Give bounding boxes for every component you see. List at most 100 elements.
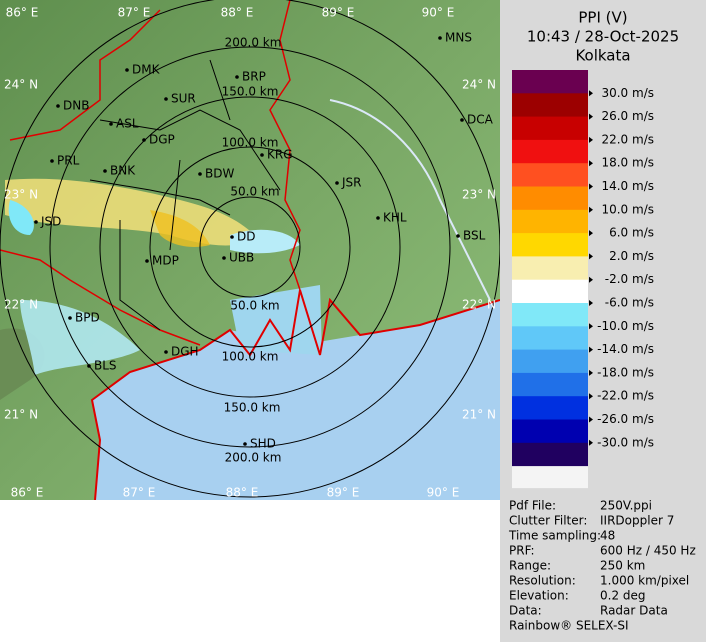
city-dot — [87, 364, 91, 368]
city-dot — [198, 172, 202, 176]
scale-label: 18.0 m/s — [601, 156, 654, 170]
info-value: 48 — [600, 529, 615, 543]
longitude-label: 89° E — [327, 486, 360, 500]
city-dot — [125, 68, 129, 72]
info-value: IIRDoppler 7 — [600, 514, 674, 528]
city-dot — [164, 97, 168, 101]
range-label: 200.0 km — [225, 451, 282, 465]
city-dot — [34, 220, 38, 224]
longitude-label: 90° E — [427, 486, 460, 500]
scale-label: 14.0 m/s — [601, 179, 654, 193]
color-swatch — [512, 372, 588, 397]
scale-label: 26.0 m/s — [601, 109, 654, 123]
color-swatch — [512, 419, 588, 444]
color-swatch-dither — [512, 466, 588, 489]
city-label: KHL — [383, 211, 407, 225]
info-key: Elevation: — [509, 589, 569, 603]
info-key: PRF: — [509, 544, 535, 558]
color-swatch — [512, 349, 588, 374]
info-key: Clutter Filter: — [509, 514, 587, 528]
latitude-label: 23° N — [4, 188, 38, 202]
longitude-label: 90° E — [422, 6, 455, 20]
color-swatch — [512, 93, 588, 118]
city-dot — [142, 138, 146, 142]
city-label: PRL — [57, 154, 80, 168]
city-label: SHD — [250, 437, 276, 451]
scale-label: 6.0 m/s — [609, 226, 654, 240]
city-dot — [109, 122, 113, 126]
scale-label: -14.0 m/s — [597, 342, 654, 356]
city-dot — [103, 169, 107, 173]
echo-blue — [230, 285, 322, 355]
tick-arrow — [589, 323, 593, 330]
range-label: 150.0 km — [224, 401, 281, 415]
color-swatch — [512, 303, 588, 327]
info-value: 250 km — [600, 559, 645, 573]
color-swatch — [512, 163, 588, 187]
border — [0, 0, 301, 346]
tick-arrow — [589, 346, 593, 353]
tick-arrow — [589, 230, 593, 237]
city-dot — [438, 36, 442, 40]
sea — [92, 300, 500, 500]
info-value: 600 Hz / 450 Hz — [600, 544, 696, 558]
longitude-label: 86° E — [6, 6, 39, 20]
scale-label: -10.0 m/s — [597, 319, 654, 333]
echo-cyan — [20, 300, 140, 375]
info-key: Pdf File: — [509, 499, 556, 513]
city-dot — [56, 104, 60, 108]
city-label: ASL — [116, 117, 139, 131]
longitude-label: 87° E — [123, 486, 156, 500]
scale-label: 10.0 m/s — [601, 202, 654, 216]
city-dot — [456, 234, 460, 238]
range-ring — [199, 196, 301, 298]
tick-arrow — [589, 206, 593, 213]
color-swatch — [512, 396, 588, 420]
city-label: BPD — [75, 311, 100, 325]
longitude-label: 88° E — [226, 486, 259, 500]
info-value: 250V.ppi — [600, 499, 652, 513]
range-ring — [99, 96, 401, 398]
city-dot — [335, 181, 339, 185]
city-label: DD — [237, 230, 255, 244]
tick-arrow — [589, 113, 593, 120]
city-dot — [243, 442, 247, 446]
scale-label: -22.0 m/s — [597, 389, 654, 403]
city-label: BLS — [94, 359, 117, 373]
city-dot — [50, 159, 54, 163]
city-label: BDW — [205, 167, 234, 181]
header-station: Kolkata — [575, 47, 630, 65]
color-swatch — [512, 256, 588, 281]
range-label: 50.0 km — [230, 299, 279, 313]
color-swatch — [512, 139, 588, 164]
tick-arrow — [589, 90, 593, 97]
scale-label: 30.0 m/s — [601, 86, 654, 100]
echo-cyan — [8, 200, 34, 235]
echo-cyan — [230, 229, 300, 254]
footer: Rainbow® SELEX-SI — [509, 619, 629, 633]
latitude-label: 21° N — [462, 408, 496, 422]
color-swatch — [512, 116, 588, 141]
echo-orange — [150, 210, 210, 247]
tick-arrow — [589, 416, 593, 423]
color-swatch — [512, 326, 588, 351]
latitude-label: 23° N — [462, 188, 496, 202]
latitude-label: 22° N — [4, 298, 38, 312]
longitude-label: 88° E — [221, 6, 254, 20]
city-label: BNK — [110, 164, 136, 178]
tick-arrow — [589, 300, 593, 306]
scale-label: -2.0 m/s — [605, 272, 654, 286]
tick-arrow — [589, 160, 593, 167]
city-label: DGP — [149, 133, 175, 147]
header-title: PPI (V) — [578, 9, 627, 27]
city-label: UBB — [229, 251, 254, 265]
scale-label: 22.0 m/s — [601, 132, 654, 146]
city-dot — [260, 153, 264, 157]
info-value: Radar Data — [600, 604, 668, 618]
city-dot — [460, 118, 464, 122]
range-ring — [149, 146, 351, 348]
range-label: 150.0 km — [222, 85, 279, 99]
city-label: JSD — [40, 215, 61, 229]
scale-label: -6.0 m/s — [605, 296, 654, 310]
